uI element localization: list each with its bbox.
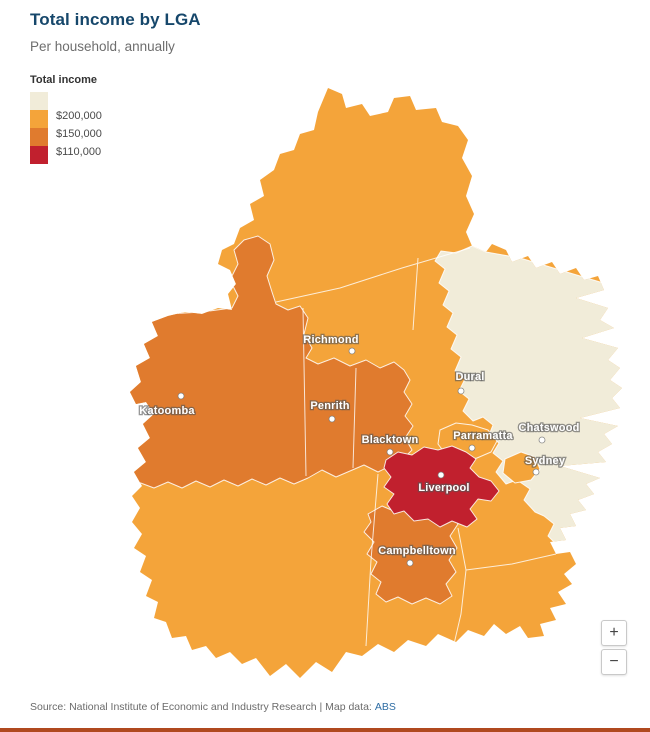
map-label-liverpool: Liverpool xyxy=(418,482,469,494)
legend-swatch-band-4 xyxy=(30,146,48,164)
map-marker-dot xyxy=(468,444,476,452)
page-title: Total income by LGA xyxy=(30,10,201,29)
map-label-chatswood: Chatswood xyxy=(518,422,579,434)
map-label-parramatta: Parramatta xyxy=(453,430,513,442)
map-marker-dot xyxy=(532,468,540,476)
map-marker-dot xyxy=(437,471,445,479)
source-text: Source: National Institute of Economic a… xyxy=(30,701,372,713)
map-label-campbelltown: Campbelltown xyxy=(378,545,456,557)
map-marker-dot xyxy=(177,392,185,400)
bottom-accent-bar xyxy=(0,728,650,732)
map-marker-dot xyxy=(457,387,465,395)
abs-link[interactable]: ABS xyxy=(374,701,396,713)
page-subtitle: Per household, annually xyxy=(30,39,175,54)
legend-swatch-band-1 xyxy=(30,92,48,110)
map-marker-dot xyxy=(328,415,336,423)
map-label-sydney: Sydney xyxy=(525,455,566,467)
source-attribution: Source: National Institute of Economic a… xyxy=(30,701,396,713)
map-region-west-darkorange[interactable] xyxy=(118,235,414,489)
map-label-penrith: Penrith xyxy=(310,400,349,412)
header: Total income by LGA Per household, annua… xyxy=(30,10,201,54)
zoom-controls: + − xyxy=(601,620,627,675)
legend-swatch-band-3 xyxy=(30,128,48,146)
map-marker-dot xyxy=(538,436,546,444)
zoom-out-button[interactable]: − xyxy=(601,649,627,675)
legend-ticks: $200,000 $150,000 $110,000 xyxy=(56,98,136,170)
legend-tick-label: $200,000 xyxy=(56,110,102,122)
map-label-dural: Dural xyxy=(455,371,484,383)
legend-tick-label: $110,000 xyxy=(56,146,102,158)
legend-title: Total income xyxy=(30,74,98,86)
map-marker-dot xyxy=(386,448,394,456)
map-marker-dot xyxy=(406,559,414,567)
map-label-katoomba: Katoomba xyxy=(139,405,195,417)
legend-swatches xyxy=(30,92,48,164)
map-legend: Total income $200,000 $150,000 $110,000 xyxy=(30,74,102,164)
zoom-in-button[interactable]: + xyxy=(601,620,627,646)
map-label-richmond: Richmond xyxy=(303,334,358,346)
map-region-liverpool-red[interactable] xyxy=(383,445,500,528)
legend-swatch-band-2 xyxy=(30,110,48,128)
legend-tick-label: $150,000 xyxy=(56,128,102,140)
lga-boundary-lines xyxy=(275,247,557,647)
map-marker-dot xyxy=(348,347,356,355)
map-label-blacktown: Blacktown xyxy=(362,434,419,446)
map-label-layer: Richmond Katoomba Penrith Blacktown Dural Par… xyxy=(138,333,581,567)
